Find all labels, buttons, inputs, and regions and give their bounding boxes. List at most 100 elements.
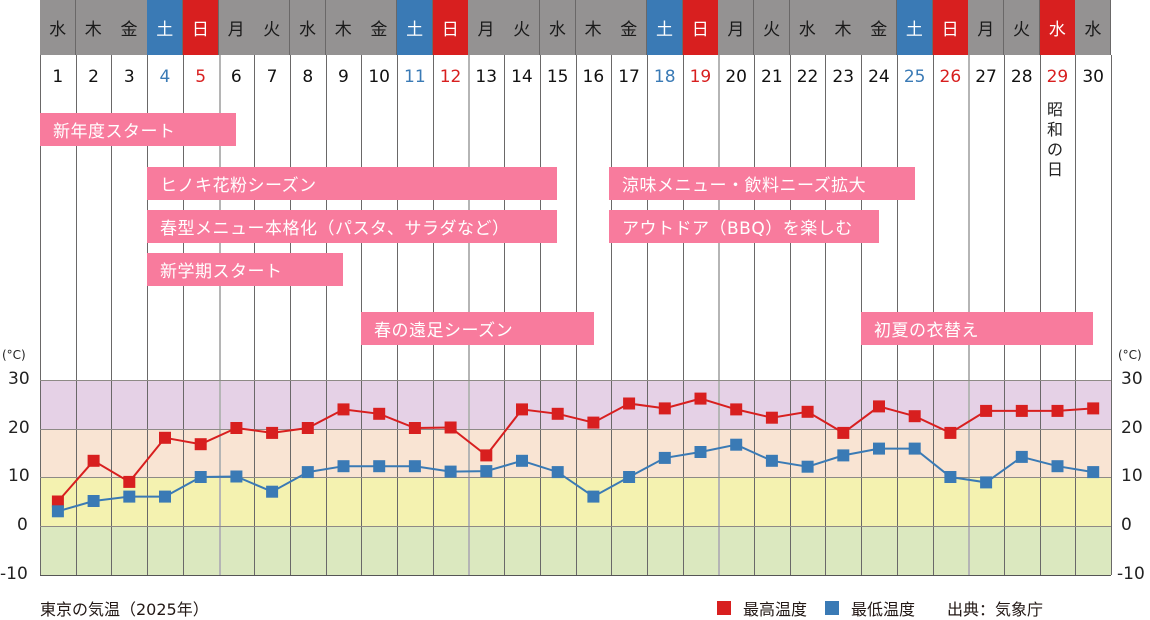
day-number: 2 bbox=[88, 67, 99, 87]
day-column-line bbox=[40, 55, 41, 575]
day-number: 13 bbox=[475, 67, 498, 87]
left-axis-unit: (°C) bbox=[2, 348, 26, 362]
day-number: 22 bbox=[796, 67, 819, 87]
day-number: 12 bbox=[439, 67, 462, 87]
min-temp-marker bbox=[1051, 460, 1064, 473]
day-column-line bbox=[75, 55, 77, 575]
day-number: 26 bbox=[939, 67, 962, 87]
min-temp-line bbox=[57, 443, 1094, 513]
min-temp-marker bbox=[837, 449, 850, 462]
event-bar: 涼味メニュー・飲料ニーズ拡大 bbox=[609, 167, 915, 200]
day-number: 24 bbox=[868, 67, 890, 87]
max-temp-marker bbox=[944, 426, 957, 439]
event-bar: 新学期スタート bbox=[147, 253, 343, 286]
day-column-line bbox=[682, 55, 684, 575]
left-tick-0: 0 bbox=[17, 515, 28, 535]
min-temp-marker bbox=[1015, 450, 1028, 463]
max-temp-marker bbox=[1087, 402, 1100, 415]
legend-min-label: 最低温度 bbox=[851, 600, 916, 619]
day-number: 4 bbox=[159, 67, 171, 87]
weekday-cell: 月 bbox=[218, 0, 255, 55]
min-temp-marker bbox=[51, 505, 64, 518]
max-temp-marker bbox=[301, 422, 314, 434]
day-number: 8 bbox=[302, 67, 314, 87]
gridline-10 bbox=[40, 477, 1111, 478]
weekday-cell: 月 bbox=[968, 0, 1005, 55]
source-label: 出典：気象庁 bbox=[947, 600, 1044, 619]
holiday-label-showa-day: 昭和の日 bbox=[1045, 100, 1065, 180]
gridline-30 bbox=[40, 380, 1111, 381]
max-temp-marker bbox=[337, 403, 350, 416]
day-number: 9 bbox=[338, 67, 349, 87]
event-bar: ヒノキ花粉シーズン bbox=[147, 167, 557, 200]
day-number: 23 bbox=[832, 67, 855, 87]
max-temp-marker bbox=[873, 400, 885, 413]
weekday-cell: 土 bbox=[147, 0, 184, 55]
min-temp-marker bbox=[516, 454, 528, 467]
min-temp-marker bbox=[194, 471, 207, 483]
max-temp-marker bbox=[408, 422, 421, 434]
day-number: 10 bbox=[368, 67, 390, 87]
day-number: 11 bbox=[404, 67, 426, 87]
day-number: 28 bbox=[1010, 67, 1033, 87]
weekday-cell: 月 bbox=[468, 0, 505, 55]
day-column-line bbox=[611, 55, 613, 575]
max-temp-marker bbox=[551, 407, 564, 420]
right-tick-minus10: -10 bbox=[1117, 564, 1145, 584]
min-temp-marker bbox=[658, 451, 671, 464]
holiday-char: の bbox=[1046, 140, 1063, 159]
day-column-line bbox=[825, 55, 827, 575]
max-temp-marker bbox=[266, 426, 279, 439]
weekday-cell: 木 bbox=[575, 0, 612, 55]
weekday-cell: 金 bbox=[861, 0, 898, 55]
event-bar: アウトドア（BBQ）を楽しむ bbox=[609, 210, 879, 243]
weekday-cell: 土 bbox=[646, 0, 684, 55]
min-temp-marker bbox=[873, 442, 885, 455]
min-temp-marker bbox=[337, 460, 350, 473]
day-column-line bbox=[1111, 55, 1112, 575]
day-column-line bbox=[646, 55, 648, 575]
day-number: 29 bbox=[1046, 67, 1069, 87]
weekday-cell: 火 bbox=[754, 0, 791, 55]
max-temp-marker bbox=[444, 421, 457, 434]
max-temp-marker bbox=[623, 397, 636, 410]
day-number: 3 bbox=[123, 67, 135, 87]
weekday-cell: 火 bbox=[1003, 0, 1041, 55]
max-temp-marker bbox=[51, 495, 64, 508]
legend-max-swatch bbox=[717, 601, 731, 615]
weekday-cell: 日 bbox=[682, 0, 719, 55]
min-temp-marker bbox=[1087, 466, 1100, 479]
weekday-cell: 水 bbox=[539, 0, 576, 55]
max-temp-marker bbox=[801, 405, 814, 418]
day-number: 30 bbox=[1082, 67, 1104, 87]
max-temp-marker bbox=[730, 403, 743, 416]
max-temp-marker bbox=[373, 407, 386, 420]
right-tick-0: 0 bbox=[1121, 515, 1132, 535]
day-number: 7 bbox=[266, 67, 278, 87]
min-temp-marker bbox=[801, 460, 814, 473]
max-temp-line bbox=[57, 397, 1094, 503]
legend: 最高温度 最低温度 出典：気象庁 bbox=[717, 596, 1043, 620]
weekday-cell: 土 bbox=[397, 0, 434, 55]
min-temp-marker bbox=[551, 466, 564, 479]
weekday-cell: 木 bbox=[75, 0, 112, 55]
day-number: 17 bbox=[618, 67, 640, 87]
weekday-cell: 金 bbox=[361, 0, 398, 55]
weekday-cell: 金 bbox=[611, 0, 648, 55]
day-column-line bbox=[218, 55, 221, 575]
day-number: 21 bbox=[761, 67, 783, 87]
day-number: 15 bbox=[546, 67, 569, 87]
holiday-char: 和 bbox=[1046, 120, 1063, 139]
weekday-cell: 日 bbox=[182, 0, 219, 55]
right-tick-30: 30 bbox=[1121, 369, 1143, 389]
day-column-line bbox=[718, 55, 721, 575]
left-tick-10: 10 bbox=[8, 466, 30, 486]
day-number: 27 bbox=[975, 67, 997, 87]
min-temp-marker bbox=[444, 465, 457, 478]
day-column-line bbox=[111, 55, 113, 575]
legend-min-swatch bbox=[825, 601, 840, 615]
gridline-minus10 bbox=[40, 575, 1111, 576]
max-temp-marker bbox=[587, 416, 600, 429]
day-column-line bbox=[789, 55, 791, 575]
